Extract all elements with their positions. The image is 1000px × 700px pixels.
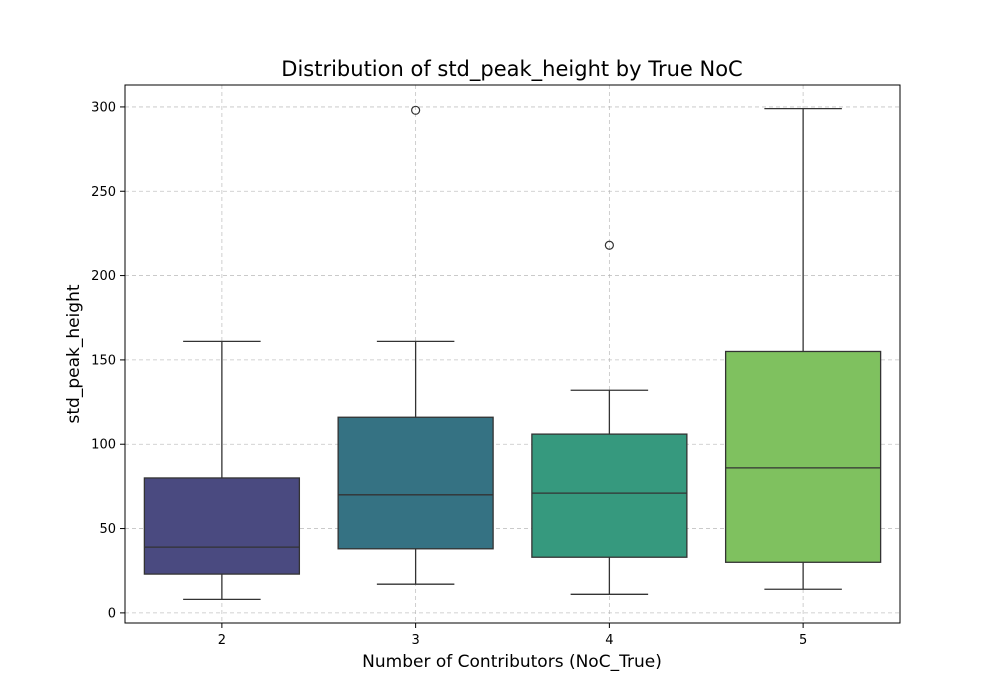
outlier-point	[604, 240, 614, 250]
plot-area-frame	[124, 84, 901, 624]
y-tick-label: 300	[91, 100, 116, 115]
y-tick-label: 150	[91, 353, 116, 368]
y-tick-label: 0	[108, 606, 116, 621]
box-series	[143, 105, 882, 601]
box-group-4	[531, 240, 688, 595]
y-tick-label: 100	[91, 438, 116, 453]
y-tick-label: 200	[91, 269, 116, 284]
iqr-box	[143, 477, 301, 575]
box-group-2	[143, 340, 301, 601]
chart-title: Distribution of std_peak_height by True …	[281, 57, 742, 82]
iqr-box	[531, 433, 688, 558]
y-tick-label: 250	[91, 185, 116, 200]
iqr-box	[337, 416, 494, 550]
y-axis-label: std_peak_height	[64, 284, 84, 423]
box-group-5	[724, 107, 882, 590]
x-tick-label: 3	[411, 633, 419, 648]
x-tick-label: 4	[605, 633, 613, 648]
x-axis-ticks: 2 3 4 5	[218, 623, 807, 648]
y-axis-ticks: 0 50 100 150 200 250 300	[91, 100, 125, 621]
x-tick-label: 5	[799, 633, 807, 648]
x-tick-label: 2	[218, 633, 226, 648]
y-tick-label: 50	[99, 522, 116, 537]
box-group-3	[337, 105, 494, 585]
iqr-box	[724, 350, 882, 563]
outlier-point	[411, 105, 421, 115]
x-axis-label: Number of Contributors (NoC_True)	[362, 652, 662, 672]
